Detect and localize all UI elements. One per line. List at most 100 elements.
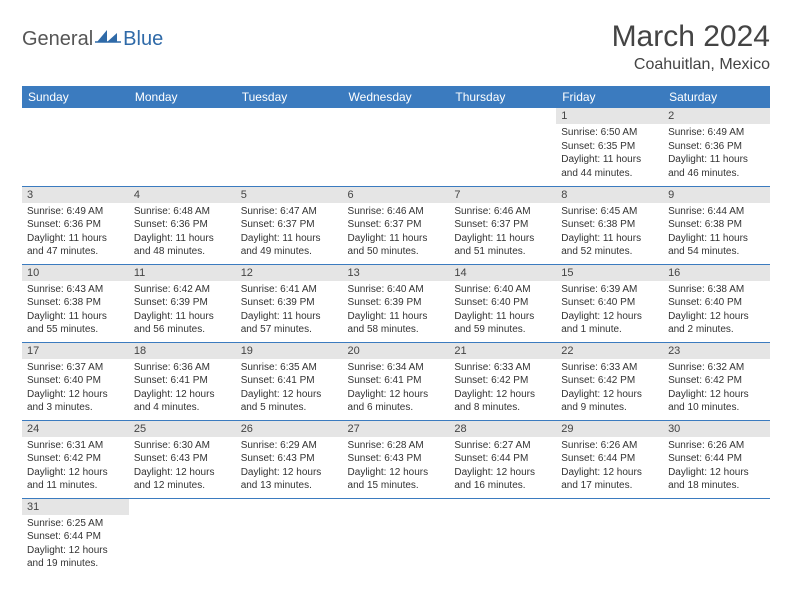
calendar-day-cell: 3Sunrise: 6:49 AMSunset: 6:36 PMDaylight…	[22, 186, 129, 264]
day-content: Sunrise: 6:26 AMSunset: 6:44 PMDaylight:…	[556, 437, 663, 497]
day-content: Sunrise: 6:26 AMSunset: 6:44 PMDaylight:…	[663, 437, 770, 497]
day-content: Sunrise: 6:29 AMSunset: 6:43 PMDaylight:…	[236, 437, 343, 497]
calendar-day-cell: 30Sunrise: 6:26 AMSunset: 6:44 PMDayligh…	[663, 420, 770, 498]
day-number: 10	[22, 265, 129, 281]
weekday-header: Wednesday	[343, 86, 450, 108]
day-number: 18	[129, 343, 236, 359]
day-content: Sunrise: 6:31 AMSunset: 6:42 PMDaylight:…	[22, 437, 129, 497]
day-number: 1	[556, 108, 663, 124]
calendar-body: 1Sunrise: 6:50 AMSunset: 6:35 PMDaylight…	[22, 108, 770, 576]
day-number: 8	[556, 187, 663, 203]
calendar-day-cell: 7Sunrise: 6:46 AMSunset: 6:37 PMDaylight…	[449, 186, 556, 264]
day-number: 21	[449, 343, 556, 359]
title-block: March 2024 Coahuitlan, Mexico	[612, 20, 770, 74]
day-number: 19	[236, 343, 343, 359]
calendar-day-cell: 6Sunrise: 6:46 AMSunset: 6:37 PMDaylight…	[343, 186, 450, 264]
day-content: Sunrise: 6:35 AMSunset: 6:41 PMDaylight:…	[236, 359, 343, 419]
day-content: Sunrise: 6:50 AMSunset: 6:35 PMDaylight:…	[556, 124, 663, 184]
day-number: 20	[343, 343, 450, 359]
calendar-day-cell	[343, 498, 450, 576]
weekday-header: Friday	[556, 86, 663, 108]
weekday-header: Thursday	[449, 86, 556, 108]
calendar-day-cell: 2Sunrise: 6:49 AMSunset: 6:36 PMDaylight…	[663, 108, 770, 186]
calendar-day-cell: 22Sunrise: 6:33 AMSunset: 6:42 PMDayligh…	[556, 342, 663, 420]
calendar-week-row: 10Sunrise: 6:43 AMSunset: 6:38 PMDayligh…	[22, 264, 770, 342]
calendar-day-cell: 10Sunrise: 6:43 AMSunset: 6:38 PMDayligh…	[22, 264, 129, 342]
calendar-day-cell: 26Sunrise: 6:29 AMSunset: 6:43 PMDayligh…	[236, 420, 343, 498]
weekday-header: Saturday	[663, 86, 770, 108]
calendar-table: SundayMondayTuesdayWednesdayThursdayFrid…	[22, 86, 770, 576]
day-content: Sunrise: 6:33 AMSunset: 6:42 PMDaylight:…	[449, 359, 556, 419]
calendar-day-cell: 31Sunrise: 6:25 AMSunset: 6:44 PMDayligh…	[22, 498, 129, 576]
day-content: Sunrise: 6:40 AMSunset: 6:39 PMDaylight:…	[343, 281, 450, 341]
day-number: 28	[449, 421, 556, 437]
day-number: 4	[129, 187, 236, 203]
calendar-week-row: 3Sunrise: 6:49 AMSunset: 6:36 PMDaylight…	[22, 186, 770, 264]
calendar-day-cell: 16Sunrise: 6:38 AMSunset: 6:40 PMDayligh…	[663, 264, 770, 342]
day-content: Sunrise: 6:43 AMSunset: 6:38 PMDaylight:…	[22, 281, 129, 341]
day-content: Sunrise: 6:46 AMSunset: 6:37 PMDaylight:…	[449, 203, 556, 263]
day-number: 13	[343, 265, 450, 281]
month-title: March 2024	[612, 20, 770, 54]
day-number: 27	[343, 421, 450, 437]
flag-icon	[95, 28, 121, 51]
weekday-header: Sunday	[22, 86, 129, 108]
calendar-week-row: 1Sunrise: 6:50 AMSunset: 6:35 PMDaylight…	[22, 108, 770, 186]
day-content: Sunrise: 6:40 AMSunset: 6:40 PMDaylight:…	[449, 281, 556, 341]
logo: General Blue	[22, 20, 163, 51]
day-content: Sunrise: 6:46 AMSunset: 6:37 PMDaylight:…	[343, 203, 450, 263]
calendar-day-cell: 23Sunrise: 6:32 AMSunset: 6:42 PMDayligh…	[663, 342, 770, 420]
day-content: Sunrise: 6:39 AMSunset: 6:40 PMDaylight:…	[556, 281, 663, 341]
day-number: 25	[129, 421, 236, 437]
calendar-day-cell: 12Sunrise: 6:41 AMSunset: 6:39 PMDayligh…	[236, 264, 343, 342]
calendar-week-row: 17Sunrise: 6:37 AMSunset: 6:40 PMDayligh…	[22, 342, 770, 420]
calendar-day-cell: 15Sunrise: 6:39 AMSunset: 6:40 PMDayligh…	[556, 264, 663, 342]
logo-text-blue: Blue	[123, 28, 163, 51]
calendar-day-cell: 24Sunrise: 6:31 AMSunset: 6:42 PMDayligh…	[22, 420, 129, 498]
weekday-header: Monday	[129, 86, 236, 108]
day-content: Sunrise: 6:45 AMSunset: 6:38 PMDaylight:…	[556, 203, 663, 263]
day-number: 24	[22, 421, 129, 437]
calendar-day-cell: 4Sunrise: 6:48 AMSunset: 6:36 PMDaylight…	[129, 186, 236, 264]
weekday-header-row: SundayMondayTuesdayWednesdayThursdayFrid…	[22, 86, 770, 108]
calendar-day-cell: 14Sunrise: 6:40 AMSunset: 6:40 PMDayligh…	[449, 264, 556, 342]
day-content: Sunrise: 6:37 AMSunset: 6:40 PMDaylight:…	[22, 359, 129, 419]
day-number: 15	[556, 265, 663, 281]
day-number: 3	[22, 187, 129, 203]
calendar-day-cell	[556, 498, 663, 576]
day-number: 7	[449, 187, 556, 203]
calendar-week-row: 24Sunrise: 6:31 AMSunset: 6:42 PMDayligh…	[22, 420, 770, 498]
calendar-week-row: 31Sunrise: 6:25 AMSunset: 6:44 PMDayligh…	[22, 498, 770, 576]
day-content: Sunrise: 6:47 AMSunset: 6:37 PMDaylight:…	[236, 203, 343, 263]
calendar-day-cell	[129, 108, 236, 186]
day-number: 11	[129, 265, 236, 281]
day-number: 23	[663, 343, 770, 359]
calendar-day-cell: 25Sunrise: 6:30 AMSunset: 6:43 PMDayligh…	[129, 420, 236, 498]
calendar-day-cell	[343, 108, 450, 186]
day-number: 9	[663, 187, 770, 203]
logo-text-general: General	[22, 28, 93, 51]
calendar-day-cell: 29Sunrise: 6:26 AMSunset: 6:44 PMDayligh…	[556, 420, 663, 498]
day-content: Sunrise: 6:48 AMSunset: 6:36 PMDaylight:…	[129, 203, 236, 263]
calendar-day-cell: 21Sunrise: 6:33 AMSunset: 6:42 PMDayligh…	[449, 342, 556, 420]
day-content: Sunrise: 6:25 AMSunset: 6:44 PMDaylight:…	[22, 515, 129, 575]
weekday-header: Tuesday	[236, 86, 343, 108]
day-number: 17	[22, 343, 129, 359]
day-content: Sunrise: 6:32 AMSunset: 6:42 PMDaylight:…	[663, 359, 770, 419]
calendar-day-cell: 5Sunrise: 6:47 AMSunset: 6:37 PMDaylight…	[236, 186, 343, 264]
calendar-day-cell: 20Sunrise: 6:34 AMSunset: 6:41 PMDayligh…	[343, 342, 450, 420]
calendar-day-cell: 27Sunrise: 6:28 AMSunset: 6:43 PMDayligh…	[343, 420, 450, 498]
day-number: 2	[663, 108, 770, 124]
calendar-day-cell	[449, 108, 556, 186]
day-content: Sunrise: 6:49 AMSunset: 6:36 PMDaylight:…	[663, 124, 770, 184]
day-content: Sunrise: 6:44 AMSunset: 6:38 PMDaylight:…	[663, 203, 770, 263]
calendar-day-cell	[236, 498, 343, 576]
day-number: 29	[556, 421, 663, 437]
day-number: 16	[663, 265, 770, 281]
day-content: Sunrise: 6:38 AMSunset: 6:40 PMDaylight:…	[663, 281, 770, 341]
day-number: 12	[236, 265, 343, 281]
day-number: 26	[236, 421, 343, 437]
day-content: Sunrise: 6:34 AMSunset: 6:41 PMDaylight:…	[343, 359, 450, 419]
day-content: Sunrise: 6:49 AMSunset: 6:36 PMDaylight:…	[22, 203, 129, 263]
calendar-day-cell	[663, 498, 770, 576]
